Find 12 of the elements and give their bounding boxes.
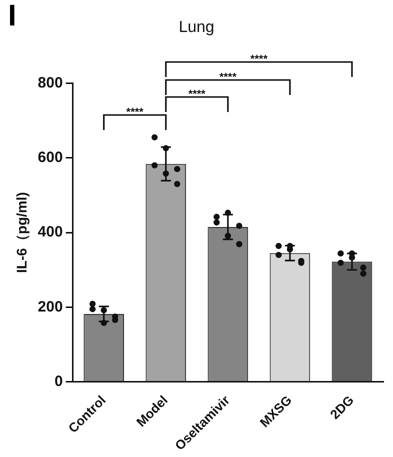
y-tick-label: 600 [38,149,63,166]
y-axis-title: IL-6（pg/ml) [13,192,30,273]
y-tick-label: 800 [38,74,63,92]
y-tick-label: 200 [38,298,63,316]
text: I [8,0,16,32]
chart-title: Lung [178,19,214,36]
annotation: **** [126,106,144,119]
annotation: **** [188,88,206,101]
annotation: **** [219,72,238,84]
text: **** [250,54,268,66]
y-tick-label: 400 [38,224,63,241]
y-tick-label: 0 [54,373,63,390]
